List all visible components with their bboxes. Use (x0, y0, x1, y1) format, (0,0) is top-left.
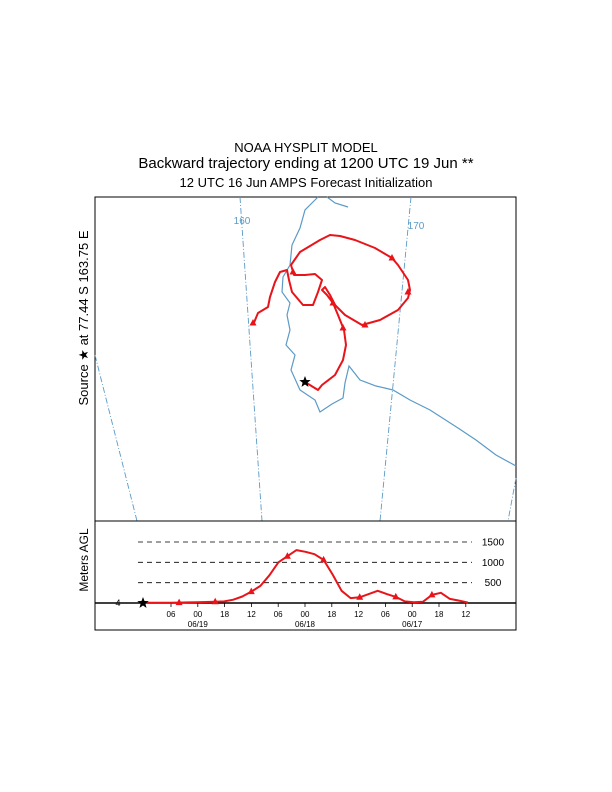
source-star-icon (137, 597, 149, 608)
x-tick-label: 18 (327, 610, 336, 619)
chart-title: Backward trajectory ending at 1200 UTC 1… (138, 155, 474, 172)
x-tick-label: 06 (274, 610, 283, 619)
x-tick-label: 18 (220, 610, 229, 619)
model-title: NOAA HYSPLIT MODEL (234, 140, 378, 155)
meridian-label: 170 (408, 221, 425, 232)
reference-level-label: 1000 (482, 558, 505, 569)
profile-frame (94, 520, 517, 631)
height-trace-marker (283, 552, 291, 559)
map-frame (94, 196, 517, 522)
meridian-line-170 (379, 196, 412, 522)
trajectory-marker (388, 254, 396, 261)
coastline (326, 196, 349, 208)
height-trace-marker (320, 555, 328, 563)
date-label: 06/18 (295, 620, 316, 629)
trajectory-marker (404, 288, 412, 295)
reference-level-label: 1500 (482, 538, 505, 549)
trajectory-marker (339, 324, 347, 331)
map-panel: 160 170 (94, 196, 517, 522)
x-tick-label: 12 (354, 610, 363, 619)
source-height-label: 4 (115, 598, 120, 608)
height-trace-marker (356, 593, 364, 600)
chart-subtitle: 12 UTC 16 Jun AMPS Forecast Initializati… (179, 175, 433, 190)
date-label: 06/19 (188, 620, 209, 629)
height-trace-marker (392, 592, 400, 600)
coastline (281, 196, 517, 467)
height-trace-marker (211, 597, 219, 605)
trajectory-line (252, 234, 411, 391)
x-tick-label: 06 (381, 610, 390, 619)
x-tick-label: 00 (301, 610, 310, 619)
x-tick-label: 18 (435, 610, 444, 619)
height-trace-line (143, 549, 469, 604)
meridian-line-east (507, 477, 517, 522)
meridian-line-160 (239, 196, 263, 522)
x-tick-label: 06 (167, 610, 176, 619)
trajectory-marker (249, 319, 257, 326)
meridian-line-west (94, 354, 138, 522)
trajectory-marker (361, 321, 369, 328)
height-trace-marker (247, 587, 255, 595)
date-label: 06/17 (402, 620, 423, 629)
reference-level-label: 500 (485, 578, 502, 589)
x-tick-label: 00 (408, 610, 417, 619)
x-tick-label: 00 (193, 610, 202, 619)
height-axis-label: Meters AGL (77, 528, 91, 592)
height-trace-marker (428, 590, 436, 598)
x-tick-label: 12 (247, 610, 256, 619)
source-star-icon (299, 376, 311, 387)
meridian-label: 160 (234, 216, 251, 227)
trajectory-marker (329, 299, 337, 306)
trajectory-marker (289, 268, 297, 275)
x-tick-label: 12 (461, 610, 470, 619)
height-profile-panel: 1500 1000 500 4 06 00 18 12 06 00 18 12 06 00 18 12 06/1… (94, 520, 517, 631)
height-trace-marker (175, 598, 183, 606)
source-location-label: Source ★ at 77.44 S 163.75 E (76, 230, 91, 406)
